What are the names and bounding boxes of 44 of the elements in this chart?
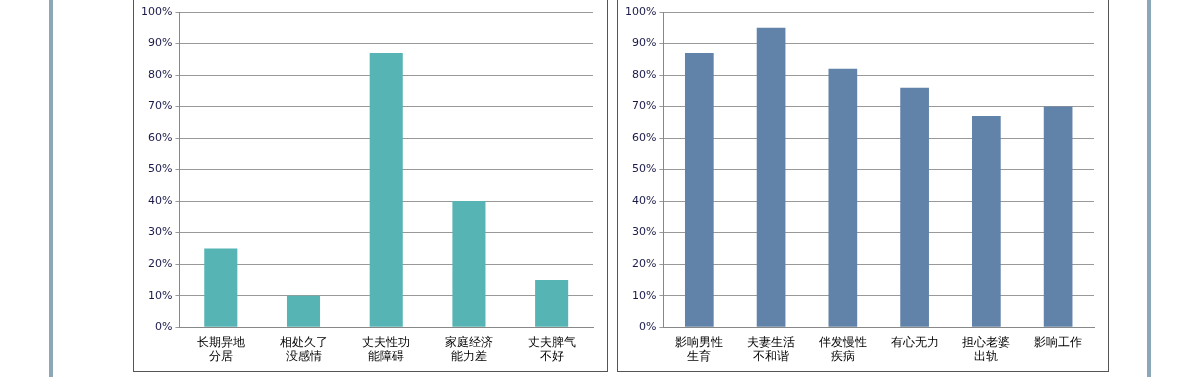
y-tick-label: 70% [147,99,173,113]
x-tick-label: 相处久了没感情 [279,334,328,363]
bar [1043,106,1073,327]
x-tick-label: 丈夫脾气不好 [527,334,576,363]
y-tick-label: 100% [140,4,173,18]
x-tick-label: 家庭经济能力差 [444,334,493,363]
y-tick-label: 20% [631,257,657,271]
y-tick-label: 30% [147,225,173,239]
y-tick-label: 60% [631,130,657,144]
y-tick-label: 50% [631,162,657,176]
bar [756,27,786,327]
x-tick-label: 影响男性生育 [675,334,724,363]
y-tick-label: 10% [631,288,657,302]
x-tick-label: 长期异地分居 [196,334,245,363]
bar [828,68,858,327]
y-tick-label: 10% [147,288,173,302]
bar [369,52,403,327]
x-tick-label: 夫妻生活不和谐 [747,334,796,363]
y-tick-label: 80% [631,67,657,81]
y-tick-label: 90% [147,36,173,50]
y-tick-label: 0% [638,320,657,334]
y-tick-label: 40% [147,193,173,207]
bar [535,279,569,327]
y-tick-label: 50% [147,162,173,176]
x-tick-label: 伴发慢性疾病 [818,334,867,363]
bar [286,295,321,327]
y-tick-label: 30% [631,225,657,239]
x-tick-label: 有心无力 [890,334,939,349]
y-tick-label: 20% [147,257,173,271]
x-tick-label: 影响工作 [1034,334,1083,349]
x-tick-label: 担心老婆出轨 [962,334,1011,363]
bar [204,248,238,327]
y-tick-label: 40% [631,193,657,207]
x-tick-label: 丈夫性功能障碍 [362,334,411,363]
bar [684,52,714,327]
y-tick-label: 100% [624,4,657,18]
y-tick-label: 60% [147,130,173,144]
bar [972,116,1001,327]
bar [452,201,486,327]
y-tick-label: 70% [631,99,657,113]
y-tick-label: 90% [631,36,657,50]
y-tick-label: 0% [154,320,173,334]
bar [900,87,929,327]
y-tick-label: 80% [147,67,173,81]
